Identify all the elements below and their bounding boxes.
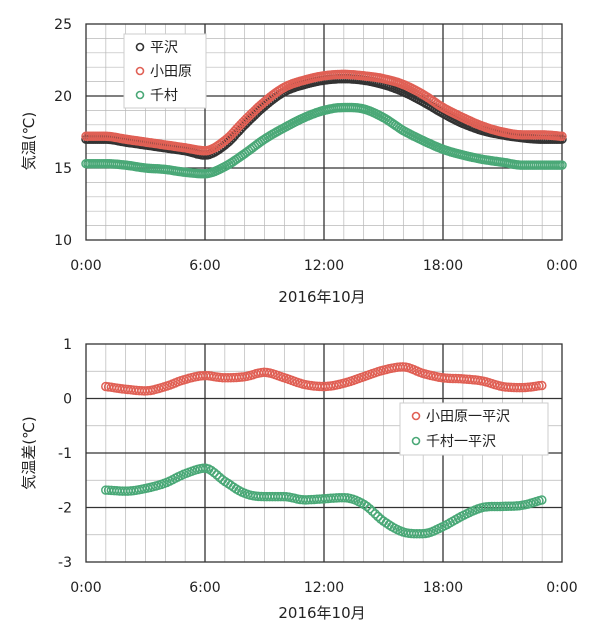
legend-marker-senmura <box>135 90 145 100</box>
data-point <box>364 503 375 514</box>
data-point <box>198 463 208 474</box>
legend-marker-senmura-minus-hirasawa <box>411 436 421 446</box>
legend-marker-odawara-minus-hirasawa <box>411 411 421 421</box>
bottom-y-ticks: 1 0 -1 -2 -3 <box>58 337 72 571</box>
legend-label-hirasawa: 平沢 <box>150 40 178 56</box>
legend-label-odawara: 小田原 <box>150 64 192 80</box>
y-tick-label: 25 <box>54 17 72 33</box>
data-point <box>362 501 372 512</box>
top-series-2 <box>81 102 567 179</box>
bottom-legend-box <box>399 402 549 456</box>
bot-plot-frame <box>85 343 563 563</box>
y-tick-label: -1 <box>58 446 72 462</box>
x-tick-label: 0:00 <box>546 258 577 274</box>
temperature-chart: 10 15 20 25 0:00 6:00 12:00 18:00 0:00 2016年10月… <box>20 17 578 306</box>
x-tick-label: 18:00 <box>423 580 463 596</box>
data-point <box>367 506 378 517</box>
top-legend-box <box>123 33 207 109</box>
top-x-axis-label: 2016年10月 <box>278 288 365 306</box>
x-tick-label: 12:00 <box>304 580 344 596</box>
x-tick-label: 6:00 <box>189 258 220 274</box>
y-tick-label: 10 <box>54 233 72 249</box>
legend-label-odawara-minus-hirasawa: 小田原一平沢 <box>426 409 510 425</box>
y-tick-label: -2 <box>58 501 72 517</box>
x-tick-label: 0:00 <box>546 580 577 596</box>
bottom-x-axis-label: 2016年10月 <box>278 604 365 622</box>
y-tick-label: 20 <box>54 89 72 105</box>
y-tick-label: 0 <box>63 392 72 408</box>
top-x-ticks: 0:00 6:00 12:00 18:00 0:00 <box>70 258 577 274</box>
x-tick-label: 0:00 <box>70 580 101 596</box>
bottom-x-ticks: 0:00 6:00 12:00 18:00 0:00 <box>70 580 577 596</box>
x-tick-label: 6:00 <box>189 580 220 596</box>
data-point <box>370 509 380 519</box>
top-series-1 <box>81 69 567 156</box>
x-tick-label: 18:00 <box>423 258 463 274</box>
top-legend: 平沢 小田原 千村 <box>123 33 207 109</box>
legend-marker-hirasawa <box>135 42 145 52</box>
y-tick-label: 15 <box>54 161 72 177</box>
x-tick-label: 12:00 <box>304 258 344 274</box>
bot-series-1 <box>101 463 547 539</box>
x-tick-label: 0:00 <box>70 258 101 274</box>
data-point <box>209 467 219 478</box>
top-y-ticks: 10 15 20 25 <box>54 17 72 249</box>
bottom-y-axis-label: 気温差(℃) <box>20 416 38 490</box>
y-tick-label: -3 <box>58 555 72 571</box>
data-point <box>537 380 547 391</box>
data-point <box>557 160 567 170</box>
temperature-difference-chart: 1 0 -1 -2 -3 0:00 6:00 12:00 18:00 0:00 2016年10月… <box>20 337 578 622</box>
top-data-points <box>81 69 567 179</box>
data-point <box>557 131 567 142</box>
top-y-axis-label: 気温(℃) <box>20 112 38 171</box>
data-point <box>212 470 222 480</box>
data-point <box>537 495 547 505</box>
data-point <box>373 511 383 522</box>
y-tick-label: 1 <box>63 337 72 353</box>
legend-marker-odawara <box>135 66 145 76</box>
legend-label-senmura-minus-hirasawa: 千村一平沢 <box>426 434 496 450</box>
legend-label-senmura: 千村 <box>150 88 178 104</box>
bottom-legend: 小田原一平沢 千村一平沢 <box>399 402 549 456</box>
bottom-data-points <box>101 362 547 539</box>
bot-series-0 <box>101 362 547 396</box>
